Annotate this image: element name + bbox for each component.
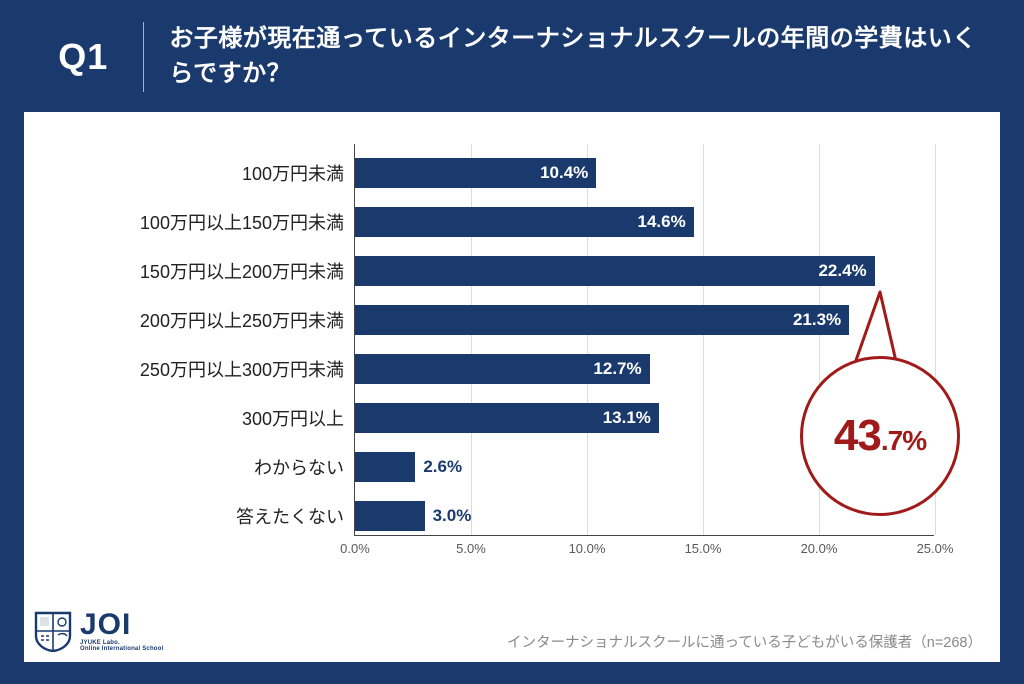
header-bar: Q1 お子様が現在通っているインターナショナルスクールの年間の学費はいくらですか…	[0, 0, 1024, 112]
question-number: Q1	[58, 36, 108, 78]
question-number-wrap: Q1	[30, 36, 137, 78]
header-divider	[143, 22, 144, 92]
callout-bubble: 43.7%	[800, 356, 960, 516]
question-text: お子様が現在通っているインターナショナルスクールの年間の学費はいくらですか？	[169, 22, 994, 92]
bar-chart: 0.0%5.0%10.0%15.0%20.0%25.0% 43.7% 100万円…	[44, 136, 966, 576]
callout-value-rest: .7%	[881, 425, 926, 456]
logo-main: JOI	[80, 610, 163, 640]
logo: JOI JYUKE Labo. Online International Sch…	[34, 610, 163, 652]
panel-footer: JOI JYUKE Labo. Online International Sch…	[24, 610, 1000, 652]
chart-panel: 0.0%5.0%10.0%15.0%20.0%25.0% 43.7% 100万円…	[24, 112, 1000, 662]
logo-text: JOI JYUKE Labo. Online International Sch…	[80, 610, 163, 652]
logo-shield-icon	[34, 610, 72, 652]
logo-sub2: Online International School	[80, 646, 163, 652]
callout-value-big: 43	[834, 411, 881, 460]
callout-value: 43.7%	[834, 411, 926, 461]
sample-note: インターナショナルスクールに通っている子どもがいる保護者（n=268）	[507, 631, 982, 652]
